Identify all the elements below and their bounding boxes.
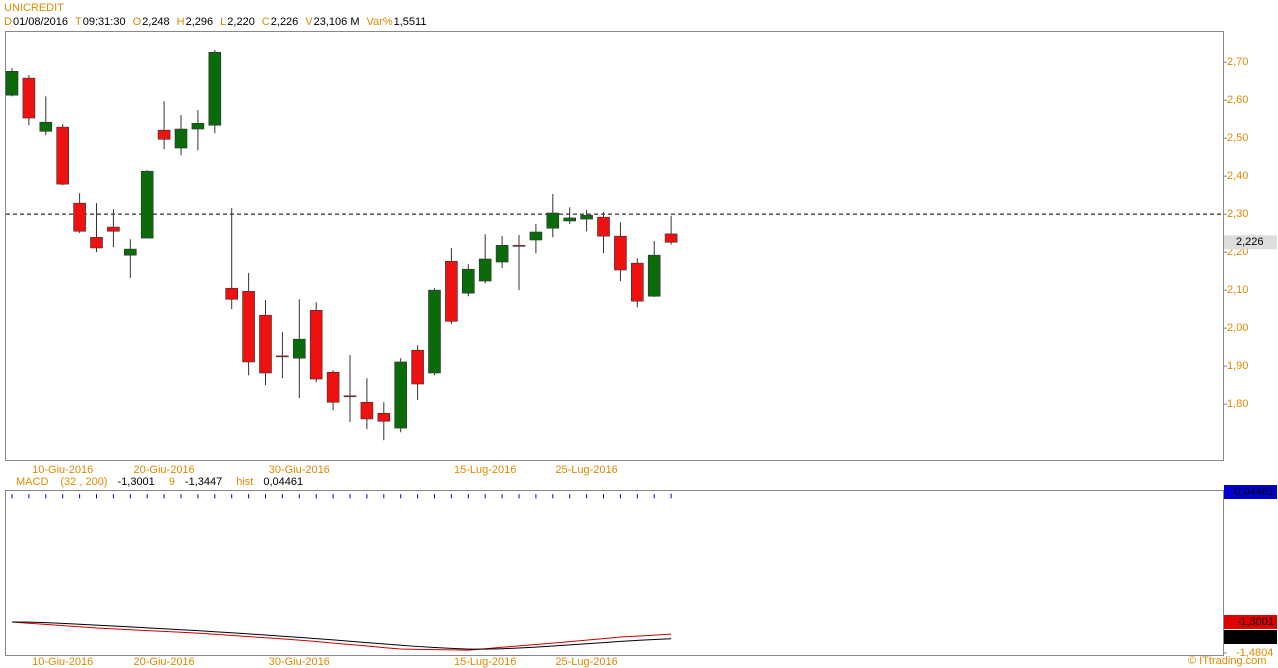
- candle-body: [647, 254, 661, 297]
- y-tick-label: 2,50: [1227, 132, 1248, 144]
- candle-body: [495, 245, 509, 263]
- y-tick-label: 1,90: [1227, 360, 1248, 372]
- candle-body: [563, 217, 577, 222]
- candle-body: [39, 121, 53, 132]
- header-key: O: [133, 16, 142, 28]
- candle-body: [140, 170, 154, 239]
- candle-body: [428, 289, 441, 374]
- candle-body: [546, 212, 560, 229]
- candle-body: [22, 77, 36, 119]
- candle-body: [90, 237, 103, 249]
- candle-body: [157, 129, 171, 140]
- y-tick-label: 2,30: [1227, 208, 1248, 220]
- symbol: UNICREDIT: [4, 2, 64, 14]
- candle-body: [461, 268, 475, 294]
- header-key: Var%: [367, 16, 393, 28]
- value-box: [1224, 485, 1277, 499]
- y-tick-label: -1,4804: [1236, 647, 1273, 659]
- candle-body: [174, 128, 188, 149]
- header-value: 2,296: [186, 16, 214, 28]
- header-value: 2,248: [142, 16, 170, 28]
- legend-name: hist: [236, 476, 253, 488]
- candle-body: [360, 401, 374, 420]
- header-key: T: [75, 16, 82, 28]
- x-tick-label: 30-Giu-2016: [269, 464, 330, 476]
- legend-name: 9: [169, 476, 175, 488]
- header-value: 2,220: [227, 16, 255, 28]
- candle-body: [630, 262, 644, 302]
- value-box-label: -1,3001: [1237, 616, 1274, 628]
- legend-name: (32 , 200): [60, 476, 107, 488]
- value-box: [1224, 630, 1277, 644]
- header-key: V: [305, 16, 313, 28]
- y-tick-label: 1,80: [1227, 398, 1248, 410]
- macd-title: MACD: [16, 476, 48, 488]
- header-value: 23,106 M: [314, 16, 360, 28]
- x-tick-label: 20-Giu-2016: [134, 656, 195, 668]
- candle-body: [394, 361, 408, 429]
- candle-body: [56, 126, 70, 185]
- candle-body: [478, 258, 492, 282]
- candle-body: [343, 395, 357, 398]
- candle-body: [411, 349, 424, 385]
- value-box-label: -1,3447: [1237, 631, 1274, 643]
- candle-body: [208, 51, 222, 126]
- y-tick-label: 2,70: [1227, 56, 1248, 68]
- candle-body: [259, 314, 272, 374]
- x-tick-label: 25-Lug-2016: [555, 464, 617, 476]
- x-tick-label: 15-Lug-2016: [454, 464, 516, 476]
- candle-body: [614, 235, 627, 271]
- y-tick-label: 2,60: [1227, 94, 1248, 106]
- candle-body: [309, 309, 323, 380]
- header-value: 01/08/2016: [13, 16, 68, 28]
- value-box-label: 0,04461: [1234, 486, 1274, 498]
- candle-body: [73, 202, 86, 232]
- header-key: H: [177, 16, 185, 28]
- y-tick-label: 2,00: [1227, 322, 1248, 334]
- candle-body: [292, 338, 306, 359]
- x-tick-label: 10-Giu-2016: [32, 656, 93, 668]
- x-tick-label: 20-Giu-2016: [134, 464, 195, 476]
- candle-body: [377, 412, 391, 422]
- candle-body: [107, 226, 120, 232]
- header-key: C: [262, 16, 270, 28]
- candle-body: [664, 233, 678, 243]
- candle-body: [326, 371, 340, 403]
- x-tick-label: 30-Giu-2016: [269, 656, 330, 668]
- footer: © ITtrading.com: [1188, 655, 1266, 667]
- candle-body: [242, 290, 255, 363]
- macd-line: [11, 621, 672, 650]
- header-key: L: [220, 16, 226, 28]
- legend-value: 0,04461: [263, 476, 303, 488]
- macd-panel: [5, 490, 1224, 656]
- candle-body: [225, 287, 238, 300]
- candle-body: [580, 214, 593, 220]
- header-value: 2,226: [271, 16, 299, 28]
- candle-body: [445, 260, 458, 322]
- candle-body: [191, 123, 205, 130]
- x-tick-label: 15-Lug-2016: [454, 656, 516, 668]
- candle-body: [5, 70, 19, 96]
- header-value: 09:31:30: [83, 16, 126, 28]
- y-tick-label: 2,40: [1227, 170, 1248, 182]
- candle-body: [512, 245, 526, 247]
- legend-value: -1,3447: [185, 476, 222, 488]
- candle-body: [124, 248, 137, 256]
- x-tick-label: 10-Giu-2016: [32, 464, 93, 476]
- x-tick-label: 25-Lug-2016: [555, 656, 617, 668]
- header-value: 1,5511: [394, 16, 427, 28]
- candle-body: [597, 216, 610, 237]
- legend-value: -1,3001: [117, 476, 154, 488]
- candle-body: [529, 231, 543, 241]
- last-price-box: [1224, 235, 1277, 250]
- last-price-label: 2,226: [1236, 236, 1264, 248]
- candle-body: [276, 355, 289, 358]
- header-key: D: [4, 16, 12, 28]
- value-box: [1224, 615, 1277, 629]
- macd-line: [11, 621, 672, 651]
- y-tick-label: 2,10: [1227, 284, 1248, 296]
